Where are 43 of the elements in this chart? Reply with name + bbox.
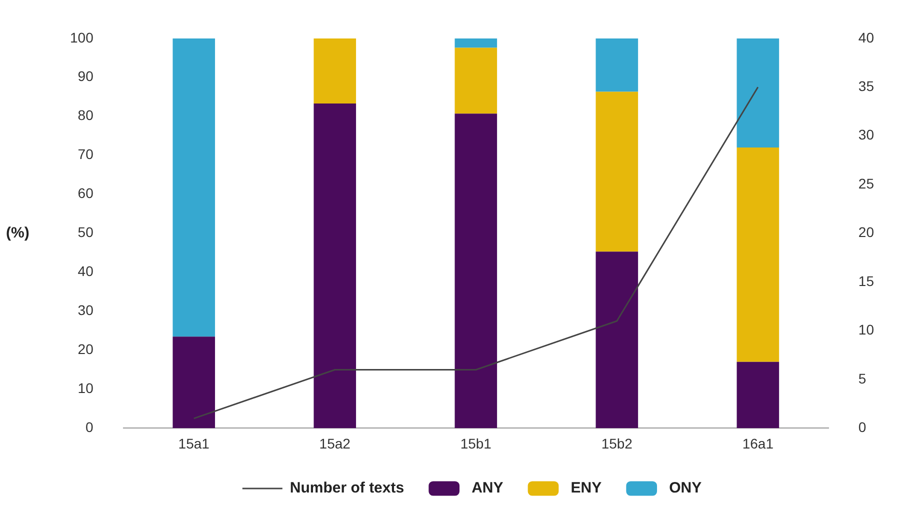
y2-tick-label: 5 <box>858 370 866 386</box>
bar <box>454 38 498 48</box>
bar <box>596 252 638 428</box>
y-tick-label: 30 <box>78 302 94 318</box>
y-tick-label: 50 <box>78 224 94 240</box>
bar <box>172 38 216 337</box>
bar <box>596 92 638 252</box>
bar <box>596 38 638 92</box>
x-tick-label: 16a1 <box>742 435 774 452</box>
legend-label: ENY <box>570 480 602 497</box>
y2-tick-label: 30 <box>858 126 874 143</box>
y-tick-label: 100 <box>70 29 94 46</box>
y-tick-label: 40 <box>78 263 94 280</box>
bar <box>172 336 216 428</box>
x-tick-label: 15b2 <box>601 435 633 452</box>
y-tick-label: 10 <box>78 380 94 396</box>
legend-label: Number of texts <box>290 480 404 497</box>
bar <box>454 114 498 428</box>
y2-tick-label: 25 <box>858 175 874 192</box>
legend-label: ONY <box>669 480 702 497</box>
y2-tick-label: 10 <box>858 322 874 338</box>
y2-tick-label: 35 <box>858 78 874 94</box>
y-tick-label: 70 <box>78 146 94 162</box>
bar <box>736 362 780 428</box>
bar <box>314 38 356 104</box>
y-tick-label: 90 <box>78 68 94 84</box>
bar <box>736 148 780 362</box>
legend-label: ANY <box>472 480 504 497</box>
y-axis-title: (%) <box>6 224 30 242</box>
y-tick-label: 60 <box>78 185 94 202</box>
bar <box>736 38 780 148</box>
bar <box>454 48 498 114</box>
y2-tick-label: 40 <box>858 29 874 46</box>
x-tick-label: 15a2 <box>319 435 351 452</box>
y-tick-label: 80 <box>78 107 94 124</box>
y-tick-label: 20 <box>78 341 94 358</box>
y2-tick-label: 0 <box>858 419 866 436</box>
y-tick-label: 0 <box>86 419 94 436</box>
y2-tick-label: 15 <box>858 272 874 289</box>
bar <box>314 103 356 428</box>
y2-tick-label: 20 <box>858 224 874 240</box>
x-tick-label: 15a1 <box>178 435 210 452</box>
x-tick-label: 15b1 <box>460 435 492 452</box>
